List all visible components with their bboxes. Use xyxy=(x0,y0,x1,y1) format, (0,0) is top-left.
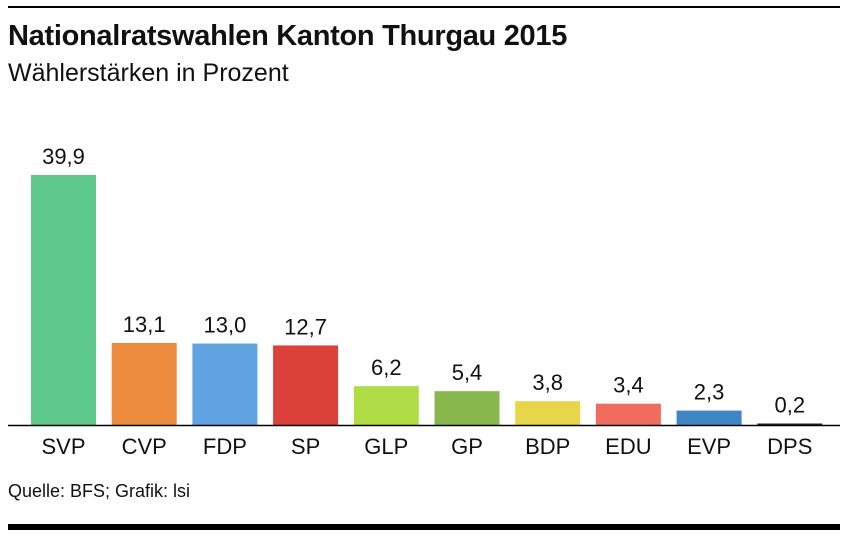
category-label-gp: GP xyxy=(451,434,483,459)
value-label-edu: 3,4 xyxy=(613,373,644,398)
category-label-sp: SP xyxy=(291,434,320,459)
bar-fdp xyxy=(192,343,258,425)
value-label-dps: 0,2 xyxy=(775,393,806,418)
bar-cvp xyxy=(111,342,177,425)
category-label-bdp: BDP xyxy=(525,434,570,459)
value-label-svp: 39,9 xyxy=(42,144,85,169)
category-label-edu: EDU xyxy=(605,434,651,459)
bar-evp xyxy=(676,410,742,425)
chart-subtitle: Wählerstärken in Prozent xyxy=(8,59,289,87)
category-label-cvp: CVP xyxy=(122,434,167,459)
category-label-evp: EVP xyxy=(687,434,731,459)
value-label-cvp: 13,1 xyxy=(123,312,166,337)
bar-glp xyxy=(353,386,419,425)
category-label-dps: DPS xyxy=(767,434,812,459)
source-note: Quelle: BFS; Grafik: lsi xyxy=(8,481,191,501)
bar-svp xyxy=(31,175,96,425)
value-label-evp: 2,3 xyxy=(694,380,725,405)
category-label-svp: SVP xyxy=(41,434,85,459)
bottom-rule xyxy=(8,524,840,530)
bar-dps xyxy=(757,423,823,425)
bar-gp xyxy=(434,391,500,425)
bar-edu xyxy=(595,403,661,425)
top-rule xyxy=(8,6,840,8)
bar-sp xyxy=(273,345,339,425)
value-label-bdp: 3,8 xyxy=(532,370,563,395)
value-label-glp: 6,2 xyxy=(371,355,402,380)
category-label-glp: GLP xyxy=(364,434,408,459)
value-label-gp: 5,4 xyxy=(452,360,483,385)
bar-bdp xyxy=(515,401,581,425)
value-label-fdp: 13,0 xyxy=(203,313,246,338)
value-label-sp: 12,7 xyxy=(284,314,327,339)
chart-title: Nationalratswahlen Kanton Thurgau 2015 xyxy=(8,20,568,52)
category-label-fdp: FDP xyxy=(203,434,247,459)
